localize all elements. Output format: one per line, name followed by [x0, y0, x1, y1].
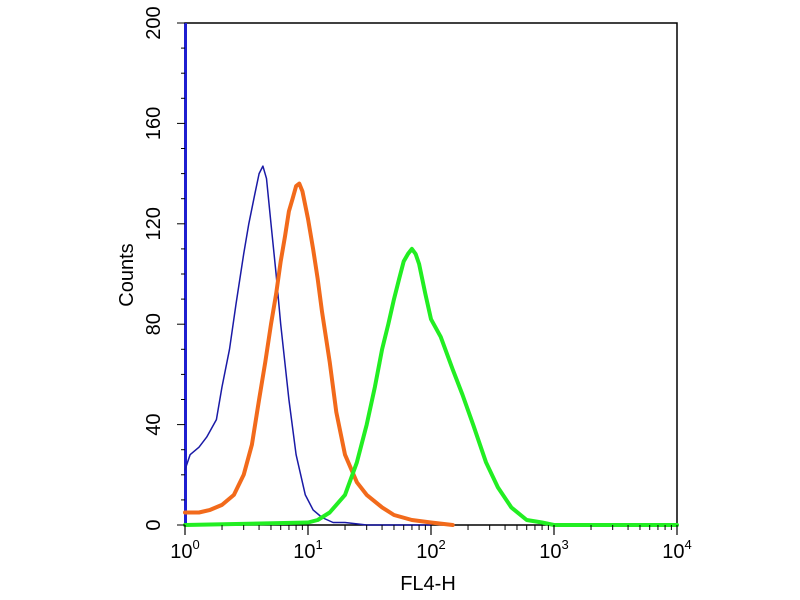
x-tick-exponent: 1 — [316, 537, 323, 552]
x-axis: 100 101 102 103 104 — [170, 525, 692, 563]
x-tick-exponent: 3 — [562, 537, 569, 552]
y-axis: 0 40 80 120 160 200 — [143, 6, 185, 531]
y-axis-title: Counts — [116, 243, 138, 306]
x-axis-title: FL4-H — [400, 573, 456, 595]
x-tick-base: 10 — [416, 541, 438, 563]
x-tick-base: 10 — [539, 541, 561, 563]
x-tick-label: 104 — [662, 537, 691, 563]
plot-frame — [184, 22, 678, 526]
x-tick-base: 10 — [662, 541, 684, 563]
series-layer — [183, 165, 679, 527]
x-tick-label: 102 — [416, 537, 445, 563]
x-tick-exponent: 0 — [193, 537, 200, 552]
x-tick-base: 10 — [170, 541, 192, 563]
y-tick-label: 0 — [143, 519, 165, 530]
series-line-3 — [183, 246, 679, 527]
x-tick-label: 101 — [293, 537, 322, 563]
y-tick-label: 200 — [143, 6, 165, 39]
series-line-2 — [183, 181, 455, 527]
y-tick-label: 120 — [143, 207, 165, 240]
y-tick-label: 80 — [143, 313, 165, 335]
x-tick-base: 10 — [293, 541, 315, 563]
x-tick-label: 100 — [170, 537, 199, 563]
y-tick-label: 160 — [143, 107, 165, 140]
x-tick-label: 103 — [539, 537, 568, 563]
x-tick-exponent: 2 — [439, 537, 446, 552]
y-tick-label: 40 — [143, 413, 165, 435]
x-tick-exponent: 4 — [685, 537, 692, 552]
series-line-1 — [184, 165, 432, 526]
